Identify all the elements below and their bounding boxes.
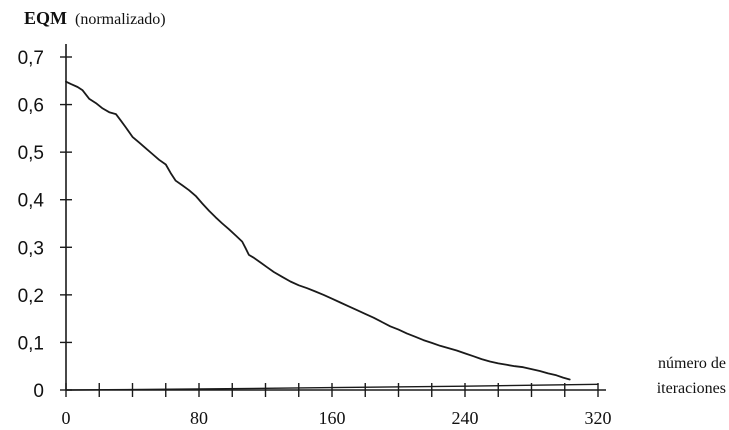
series-line — [65, 383, 599, 391]
y-axis-title: EQM — [24, 8, 67, 28]
series-layer — [65, 80, 599, 391]
y-tick-label: 0,2 — [18, 286, 44, 307]
y-tick-label: 0,7 — [18, 48, 44, 69]
x-axis-title-line2: iteraciones — [657, 380, 726, 397]
y-ticks: 0 0,1 0,2 0,3 0,4 0,5 0,6 0,7 — [18, 48, 72, 402]
x-tick-label: 160 — [319, 408, 346, 428]
y-tick-label: 0,3 — [18, 238, 44, 259]
y-tick-label: 0,4 — [18, 191, 45, 212]
series-line — [65, 80, 571, 381]
x-axis-title-line1: número de — [658, 355, 726, 372]
y-tick-label: 0,5 — [18, 143, 44, 164]
x-tick-label: 80 — [190, 408, 208, 428]
y-tick-label: 0,6 — [18, 96, 44, 117]
y-tick-label: 0,1 — [18, 333, 44, 354]
y-axis-note: (normalizado) — [75, 11, 166, 28]
y-tick-label: 0 — [33, 381, 44, 402]
x-tick-label: 240 — [452, 408, 479, 428]
x-tick-label: 0 — [62, 408, 71, 428]
x-tick-label: 320 — [585, 408, 612, 428]
